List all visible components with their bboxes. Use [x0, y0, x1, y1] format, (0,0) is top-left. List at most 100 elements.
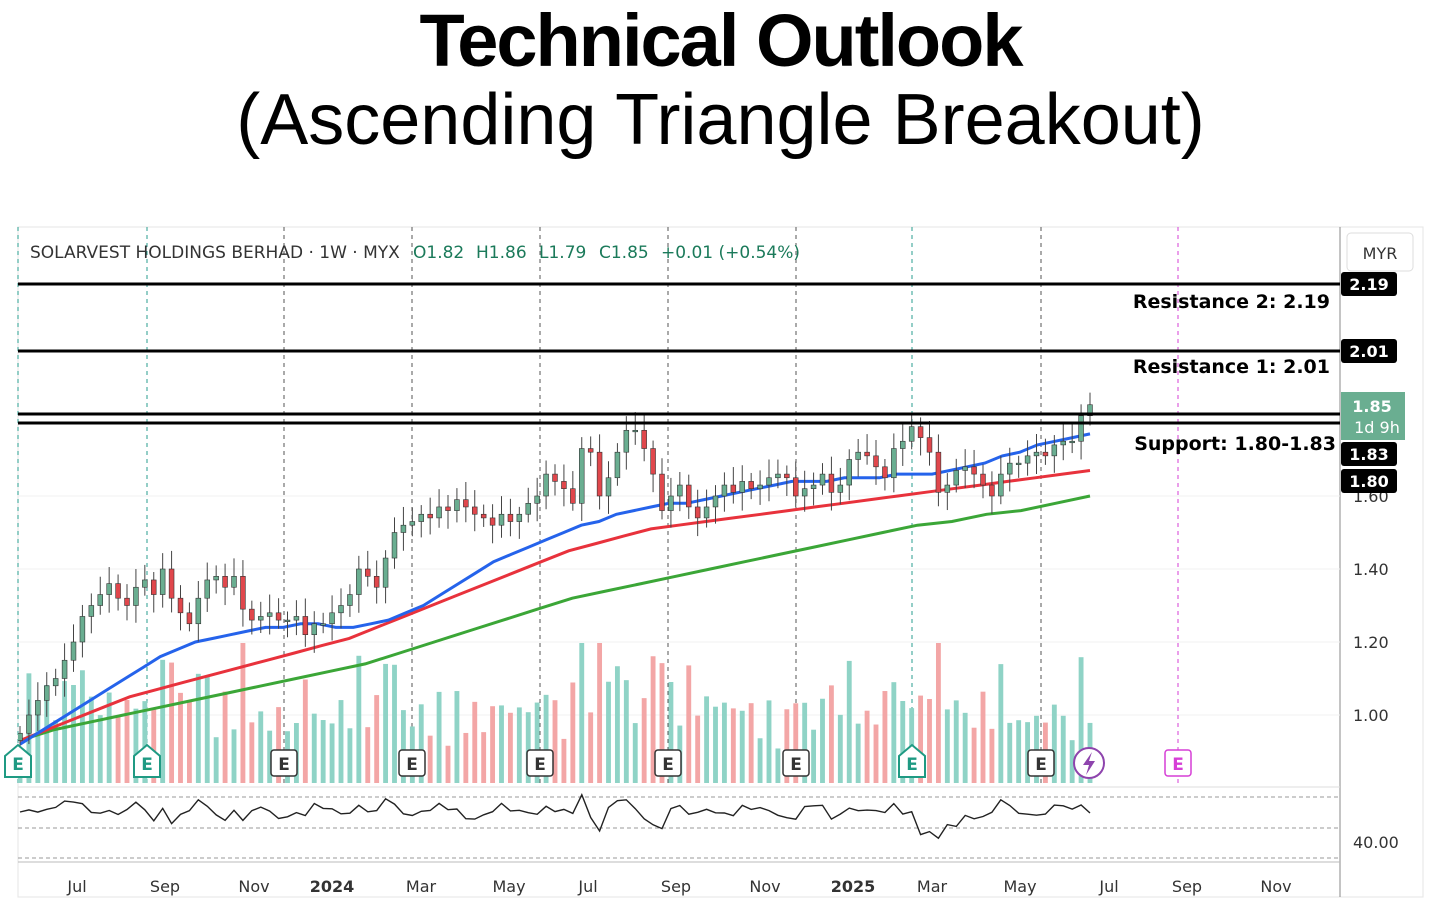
- candle-body: [552, 473, 558, 482]
- legend-high: H1.86: [476, 243, 527, 263]
- level-price-tag-label: 1.83: [1349, 445, 1388, 464]
- volume-bar: [249, 722, 255, 783]
- volume-bar: [1060, 715, 1066, 783]
- volume-bar: [534, 702, 540, 783]
- volume-bar: [53, 720, 59, 783]
- volume-bar: [820, 698, 825, 783]
- candle-body: [1007, 462, 1013, 475]
- volume-bar: [918, 695, 924, 783]
- earnings-event-label: E: [1035, 755, 1047, 775]
- candle-body: [1069, 440, 1075, 444]
- candle-body: [489, 517, 496, 526]
- candle-body: [266, 612, 273, 617]
- candle-body: [516, 513, 523, 522]
- candle-body: [989, 484, 995, 497]
- volume-bar: [106, 692, 112, 783]
- candle-body: [293, 616, 300, 621]
- volume-bar: [320, 720, 326, 783]
- candle-body: [284, 619, 291, 622]
- volume-bar: [784, 709, 790, 783]
- candle-body: [480, 513, 487, 519]
- candle-body: [810, 484, 817, 489]
- candle-body: [926, 437, 933, 453]
- volume-bar: [650, 656, 656, 783]
- candle-body: [998, 473, 1004, 497]
- candle-body: [935, 451, 942, 493]
- volume-bar: [1051, 704, 1057, 783]
- volume-bar: [258, 711, 264, 783]
- volume-bar: [713, 706, 718, 783]
- candle-body: [302, 616, 309, 636]
- volume-bar: [855, 723, 861, 783]
- volume-bar: [552, 700, 558, 783]
- candle-body: [445, 506, 451, 511]
- time-tick-label: Jul: [1098, 877, 1118, 896]
- volume-bar: [142, 701, 148, 783]
- candle-body: [721, 484, 728, 497]
- candle-body: [204, 579, 210, 599]
- candle-body: [605, 477, 612, 497]
- volume-bar: [989, 728, 995, 783]
- volume-bar: [606, 681, 611, 783]
- candle-body: [159, 568, 166, 595]
- time-axis: Jul Sep Nov 2024 Mar May Jul Sep Nov 2025 Mar May Ju…: [66, 877, 1291, 896]
- candle-body: [347, 594, 353, 606]
- candle-body: [632, 429, 638, 433]
- volume-bar: [329, 723, 335, 783]
- candles: [18, 392, 1093, 759]
- candle-body: [258, 616, 264, 621]
- earnings-event-marker: [133, 743, 161, 778]
- price-tick-label: 1.40: [1353, 560, 1389, 579]
- volume-bar: [1069, 740, 1075, 783]
- volume-bar: [597, 643, 603, 783]
- candle-body: [400, 524, 407, 533]
- rsi-pane: 40.00: [18, 793, 1399, 859]
- volume-bar: [962, 712, 968, 783]
- volume-bar: [516, 707, 522, 783]
- candle-body: [579, 448, 585, 504]
- candle-body: [213, 575, 219, 581]
- candle-body: [864, 451, 870, 457]
- currency-button[interactable]: [1346, 232, 1414, 272]
- candle-body: [971, 466, 977, 475]
- volume-bar: [811, 729, 817, 783]
- candle-body: [1078, 415, 1084, 442]
- candle-body: [35, 700, 41, 716]
- price-axis: 1.001.201.401.602.192.011.831.80: [1341, 272, 1397, 725]
- volume-bar: [507, 712, 513, 783]
- chart-title: Technical Outlook: [419, 0, 1024, 82]
- resistance-1-label: Resistance 1: 2.01: [1133, 356, 1330, 378]
- earnings-event-marker: [898, 743, 926, 778]
- earnings-event-marker: [526, 749, 554, 777]
- candle-body: [79, 616, 86, 643]
- earnings-event-marker: [654, 749, 682, 777]
- volume-bar: [828, 685, 834, 783]
- volume-bar: [935, 643, 941, 783]
- volume-bar: [998, 664, 1004, 783]
- legend-open: O1.82: [413, 243, 464, 263]
- candle-body: [338, 605, 344, 614]
- volume-bar: [35, 711, 41, 783]
- volume-bar: [213, 737, 219, 783]
- volume-bar: [374, 695, 380, 783]
- time-tick-label: Nov: [749, 877, 780, 896]
- volume-bar: [133, 708, 139, 783]
- ema-slow-line: [19, 494, 1091, 742]
- candle-body: [186, 612, 193, 625]
- candle-body: [151, 579, 157, 595]
- time-tick-label: Sep: [661, 877, 691, 896]
- candle-body: [953, 470, 959, 486]
- time-tick-label: Mar: [406, 877, 437, 896]
- candle-body: [596, 451, 603, 497]
- level-price-tag-label: 2.19: [1349, 275, 1388, 294]
- candle-body: [944, 484, 951, 493]
- candle-body: [498, 513, 505, 526]
- candle-body: [507, 513, 514, 522]
- volume-bar: [891, 682, 897, 783]
- candle-body: [1033, 451, 1040, 457]
- volume-bar: [971, 727, 977, 783]
- candle-body: [561, 481, 567, 489]
- candle-body: [882, 466, 888, 479]
- resistance-2-label: Resistance 2: 2.19: [1133, 291, 1330, 313]
- volume-bar: [588, 712, 594, 783]
